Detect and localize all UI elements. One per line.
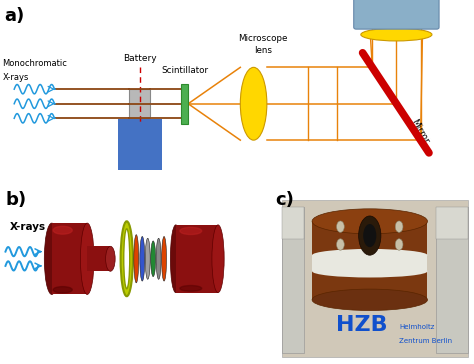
- Ellipse shape: [156, 238, 161, 279]
- Bar: [282, 207, 304, 239]
- Ellipse shape: [395, 239, 403, 250]
- Ellipse shape: [312, 289, 428, 310]
- Ellipse shape: [361, 28, 432, 41]
- Bar: [436, 207, 468, 353]
- Ellipse shape: [145, 238, 150, 279]
- Ellipse shape: [363, 224, 376, 247]
- Ellipse shape: [180, 228, 201, 234]
- Ellipse shape: [359, 216, 381, 255]
- Ellipse shape: [240, 67, 267, 140]
- Text: HZB: HZB: [337, 315, 388, 335]
- Bar: [436, 207, 468, 239]
- Bar: [52, 223, 87, 294]
- Bar: [118, 119, 162, 170]
- Bar: [129, 89, 150, 118]
- Ellipse shape: [81, 223, 94, 294]
- Ellipse shape: [124, 229, 130, 289]
- Text: Battery: Battery: [123, 54, 156, 63]
- Bar: [87, 246, 110, 271]
- Bar: [282, 207, 304, 353]
- Ellipse shape: [120, 221, 133, 296]
- Text: Zentrum Berlin: Zentrum Berlin: [399, 338, 452, 344]
- Ellipse shape: [312, 249, 428, 261]
- Ellipse shape: [44, 223, 59, 294]
- Text: Centering: Centering: [116, 134, 164, 143]
- Text: b): b): [5, 191, 27, 209]
- Ellipse shape: [395, 221, 403, 232]
- Bar: [282, 200, 468, 357]
- Bar: [312, 221, 428, 300]
- Ellipse shape: [180, 285, 201, 291]
- Text: Helmholtz: Helmholtz: [399, 324, 435, 329]
- Text: a): a): [5, 7, 25, 25]
- Text: Monochromatic: Monochromatic: [2, 59, 67, 68]
- Bar: [312, 255, 428, 271]
- Bar: [176, 225, 218, 293]
- Ellipse shape: [212, 225, 224, 293]
- Text: Scintillator: Scintillator: [161, 66, 208, 75]
- Ellipse shape: [140, 237, 145, 281]
- Ellipse shape: [312, 265, 428, 277]
- Ellipse shape: [53, 226, 72, 234]
- Ellipse shape: [337, 239, 344, 250]
- Ellipse shape: [151, 241, 155, 277]
- Text: c): c): [276, 191, 294, 209]
- Text: stage: stage: [126, 150, 154, 159]
- Ellipse shape: [337, 221, 344, 232]
- Bar: [181, 84, 188, 124]
- Ellipse shape: [134, 235, 139, 283]
- Text: lens: lens: [254, 46, 272, 55]
- Text: Mirror: Mirror: [409, 117, 430, 145]
- Ellipse shape: [162, 237, 166, 281]
- Text: CCD: CCD: [384, 4, 408, 14]
- Text: X-rays: X-rays: [9, 222, 46, 232]
- Ellipse shape: [312, 209, 428, 234]
- Text: X-rays: X-rays: [2, 73, 29, 82]
- Ellipse shape: [106, 246, 115, 271]
- Ellipse shape: [53, 286, 72, 293]
- FancyBboxPatch shape: [354, 0, 439, 29]
- Ellipse shape: [170, 225, 181, 293]
- Text: Camera: Camera: [375, 17, 417, 27]
- Text: Microscope: Microscope: [238, 33, 288, 43]
